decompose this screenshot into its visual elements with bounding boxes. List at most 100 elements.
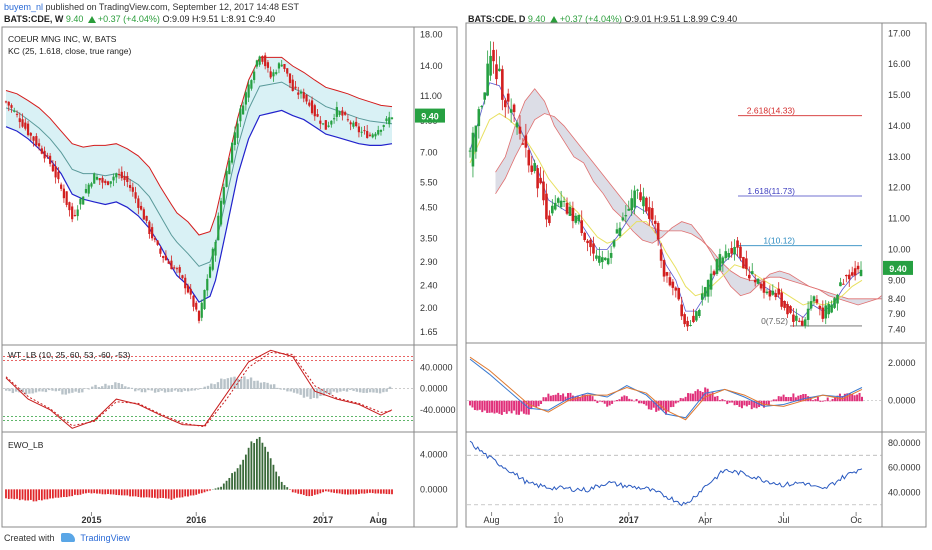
- price-candle: [159, 248, 162, 254]
- daily-candle: [739, 246, 742, 259]
- ewo-bar: [236, 468, 239, 490]
- daily-candle: [480, 106, 484, 108]
- price-candle: [377, 130, 380, 135]
- ewo-bar: [16, 489, 18, 499]
- footer-created: Created with: [4, 533, 55, 543]
- price-candle: [308, 102, 311, 106]
- right-wt-hist-bar: [662, 400, 665, 411]
- right-wt-hist-bar: [473, 400, 476, 411]
- price-candle: [123, 175, 126, 181]
- ewo-bar: [322, 489, 324, 493]
- tradingview-logo-icon: [61, 533, 76, 542]
- daily-candle: [615, 229, 619, 234]
- price-candle: [128, 185, 132, 188]
- ewo-bar: [38, 489, 40, 501]
- daily-candle: [786, 304, 789, 315]
- right-wt-hist-bar: [593, 399, 596, 402]
- wt-hist-bar: [120, 384, 124, 389]
- ewo-bar: [35, 489, 38, 502]
- price-candle: [90, 183, 93, 187]
- wt-hist-bar: [140, 388, 144, 393]
- right-close: C:9.40: [710, 14, 738, 24]
- right-wt-tick: 0.0000: [888, 396, 916, 406]
- wt-hist-bar: [246, 379, 249, 389]
- price-candle: [200, 302, 203, 318]
- right-wt-hist-bar: [846, 393, 849, 402]
- daily-candle: [592, 243, 595, 254]
- ewo-bar: [289, 489, 291, 490]
- right-wt-hist-bar: [562, 393, 565, 402]
- right-wt-hist-bar: [540, 400, 543, 405]
- price-candle: [374, 133, 377, 137]
- right-wt-hist-bar: [518, 400, 520, 415]
- price-candle: [112, 176, 115, 181]
- daily-candle: [715, 258, 719, 274]
- price-candle: [355, 121, 358, 127]
- right-wt-hist-bar: [544, 397, 547, 402]
- price-candle: [178, 267, 181, 273]
- price-candle: [134, 192, 137, 199]
- right-wt-hist-bar: [513, 400, 516, 411]
- wt-hist-bar: [11, 388, 15, 394]
- price-candle: [43, 150, 46, 159]
- daily-candle: [518, 126, 522, 134]
- ewo-bar: [305, 489, 308, 497]
- right-wt-hist-bar: [652, 400, 655, 408]
- wt-hist-bar: [216, 382, 220, 389]
- daily-candle: [595, 255, 598, 259]
- price-candle: [101, 177, 104, 183]
- wt-hist-bar: [167, 388, 170, 393]
- daily-candle: [789, 306, 792, 313]
- left-price-tick: 2.40: [420, 281, 438, 291]
- ewo-bar: [107, 489, 109, 495]
- ewo-bar: [195, 489, 198, 495]
- daily-candle: [824, 305, 828, 319]
- price-candle: [208, 266, 212, 278]
- ewo-tick: 4.0000: [420, 450, 448, 460]
- right-wt-hist-bar: [613, 400, 616, 402]
- daily-candle: [539, 177, 542, 184]
- right-wt-hist-bar: [672, 400, 675, 407]
- right-wt-hist-bar: [851, 394, 854, 402]
- right-wt-hist-bar: [647, 400, 650, 410]
- price-candle: [333, 118, 336, 120]
- daily-candle: [809, 301, 813, 309]
- right-wt-hist-bar: [706, 388, 709, 402]
- price-candle: [344, 112, 347, 115]
- wt-hist-bar: [289, 388, 292, 392]
- price-candle: [236, 123, 239, 138]
- daily-candle: [545, 193, 548, 220]
- ewo-bar: [267, 451, 269, 490]
- daily-candle: [768, 290, 772, 297]
- price-candle: [219, 200, 223, 225]
- price-candle: [54, 166, 57, 178]
- ewo-bar: [145, 489, 148, 498]
- ewo-bar: [129, 489, 131, 497]
- daily-candle: [474, 125, 478, 152]
- price-candle: [244, 92, 247, 105]
- daily-candle: [606, 258, 610, 265]
- publisher-username[interactable]: buyem_nl: [4, 2, 44, 12]
- ewo-bar: [96, 489, 98, 494]
- right-wt-hist-bar: [520, 400, 523, 412]
- daily-candle: [577, 214, 581, 222]
- daily-candle: [671, 281, 675, 288]
- right-wt-hist-bar: [586, 394, 589, 402]
- right-price: 9.40: [527, 14, 546, 24]
- wt-hist-bar: [97, 387, 101, 389]
- price-candle: [371, 134, 374, 138]
- ewo-bar: [170, 489, 173, 500]
- ewo-bar: [297, 489, 300, 494]
- daily-candle: [645, 197, 648, 212]
- ewo-bar: [272, 464, 275, 490]
- right-wt-hist-bar: [718, 400, 721, 402]
- wt-hist-bar: [279, 388, 283, 390]
- right-x-tick: Jul: [778, 515, 790, 525]
- wt-hist-bar: [220, 378, 223, 389]
- wt-hist-bar: [183, 388, 187, 391]
- ewo-bar: [173, 489, 176, 499]
- wt-hist-bar: [292, 388, 296, 393]
- footer-brand[interactable]: TradingView: [80, 533, 130, 543]
- right-wt-hist-bar: [804, 394, 807, 402]
